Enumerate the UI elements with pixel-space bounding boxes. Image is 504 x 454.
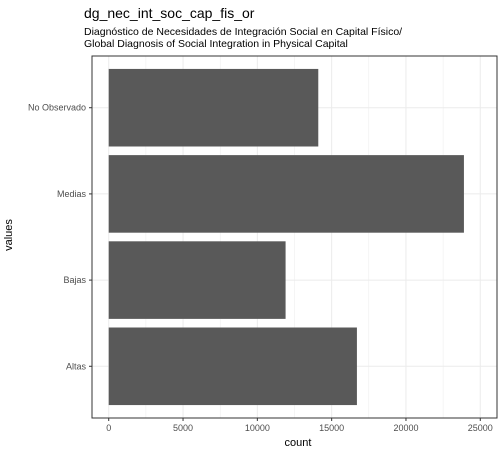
x-axis-title: count [285, 437, 312, 449]
y-tick-label: Bajas [63, 275, 86, 285]
chart-subtitle-line-1: Diagnóstico de Necesidades de Integració… [84, 26, 402, 38]
plot-border [91, 55, 498, 419]
x-tick-label: 5000 [173, 423, 193, 433]
x-tick-label: 15000 [319, 423, 344, 433]
y-axis: Altas Bajas Medias No Observado [28, 103, 92, 371]
y-axis-title: values [3, 219, 15, 251]
bar-no-observado [108, 68, 319, 147]
chart-title: dg_nec_int_soc_cap_fis_or [84, 5, 255, 21]
chart-subtitle-line-2: Global Diagnosis of Social Integration i… [84, 38, 348, 50]
bar-bajas [108, 241, 286, 319]
x-tick-label: 0 [106, 423, 111, 433]
bars [108, 68, 464, 406]
bar-altas [108, 327, 357, 406]
x-axis: 0 5000 10000 15000 20000 25000 [106, 418, 493, 433]
x-tick-label: 10000 [245, 423, 270, 433]
y-tick-label: No Observado [28, 103, 86, 113]
y-tick-label: Medias [57, 189, 87, 199]
bar-medias [108, 155, 464, 233]
x-tick-label: 25000 [468, 423, 493, 433]
x-tick-label: 20000 [393, 423, 418, 433]
y-tick-label: Altas [66, 361, 87, 371]
